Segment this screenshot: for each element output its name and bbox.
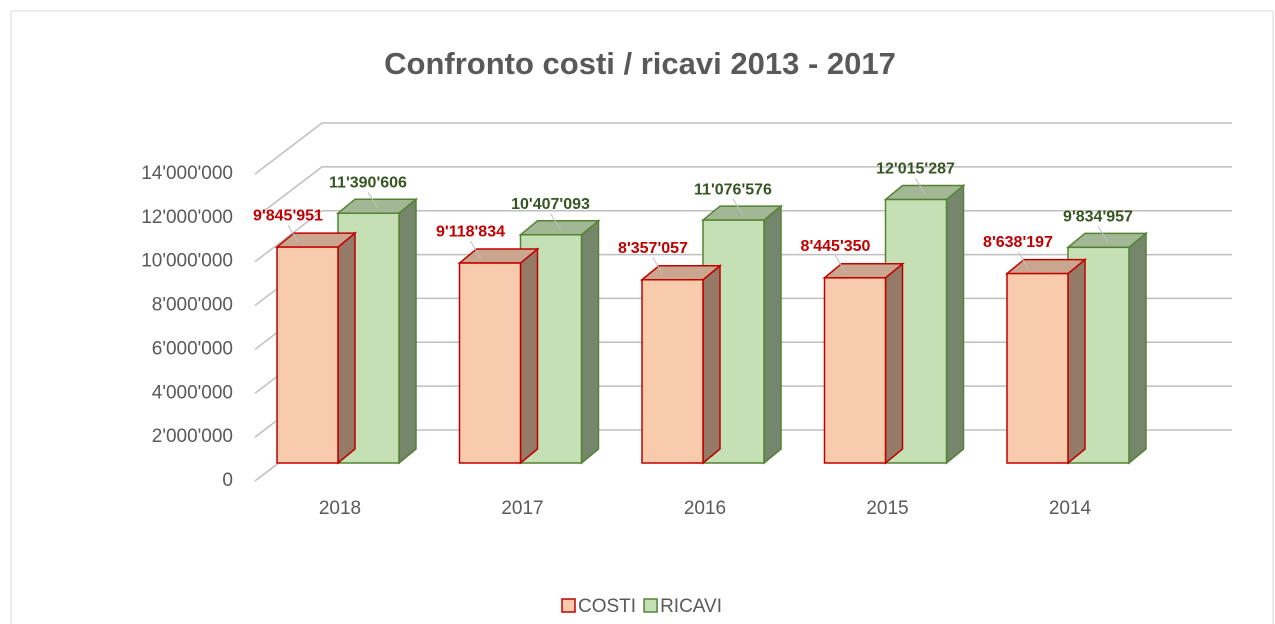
grid-line: [254, 122, 1232, 175]
data-label: 10'407'093: [511, 196, 590, 213]
x-tick-label: 2016: [684, 498, 726, 519]
data-label: 9'845'951: [253, 207, 323, 224]
bar-side: [519, 247, 539, 465]
leader-line: [652, 257, 664, 275]
bar-side: [884, 262, 904, 465]
bar-side: [763, 204, 782, 465]
y-tick-label: 6'000'000: [152, 338, 233, 359]
bar-front: [458, 262, 522, 464]
x-tick-label: 2015: [866, 498, 908, 519]
legend-label: COSTI: [578, 596, 636, 617]
bar: [457, 247, 540, 465]
bar: [1004, 257, 1088, 465]
y-tick-label: 2'000'000: [152, 426, 233, 447]
bar-front: [276, 246, 339, 464]
bar-side: [702, 264, 721, 465]
leader-line: [915, 178, 926, 195]
bar-front: [823, 277, 887, 464]
data-label: 8'445'350: [801, 238, 871, 255]
legend-label: RICAVI: [660, 596, 722, 617]
bar-side: [945, 183, 965, 465]
bar-side: [337, 231, 356, 465]
bar-front: [641, 278, 704, 464]
chart-title: Confronto costi / ricavi 2013 - 2017: [384, 46, 896, 81]
leader-line: [367, 191, 379, 209]
data-label: 9'118'834: [436, 223, 505, 240]
bar-side: [580, 219, 600, 465]
y-tick-label: 10'000'000: [141, 251, 233, 272]
y-tick-label: 12'000'000: [141, 207, 233, 228]
grid-line: [254, 166, 1232, 219]
data-label: 8'638'197: [983, 234, 1053, 251]
x-tick-label: 2018: [319, 498, 361, 519]
leader-line: [287, 224, 299, 243]
legend-swatch: [561, 598, 576, 613]
bar-front: [1006, 272, 1069, 464]
x-tick-label: 2014: [1049, 498, 1092, 519]
leader-line: [470, 240, 481, 259]
bar: [822, 262, 905, 465]
bar: [639, 264, 723, 465]
leader-line: [732, 198, 744, 216]
bar-side: [1067, 257, 1086, 465]
data-label: 11'390'606: [329, 174, 407, 191]
leader-line: [835, 255, 846, 274]
leader-line: [550, 213, 561, 231]
bar: [274, 231, 358, 465]
data-label: 9'834'957: [1063, 209, 1133, 226]
x-tick-label: 2017: [501, 498, 543, 519]
legend-swatch: [643, 598, 658, 613]
leader-line: [1017, 251, 1029, 269]
y-tick-label: 14'000'000: [141, 163, 233, 184]
bar-side: [398, 197, 417, 465]
data-label: 11'076'576: [694, 181, 772, 198]
y-tick-label: 8'000'000: [152, 295, 233, 316]
data-label: 12'015'287: [876, 161, 955, 178]
y-tick-label: 4'000'000: [152, 382, 233, 403]
y-tick-label: 0: [222, 470, 233, 491]
leader-line: [1097, 226, 1109, 243]
data-label: 8'357'057: [618, 240, 688, 257]
bar-side: [1128, 231, 1147, 465]
